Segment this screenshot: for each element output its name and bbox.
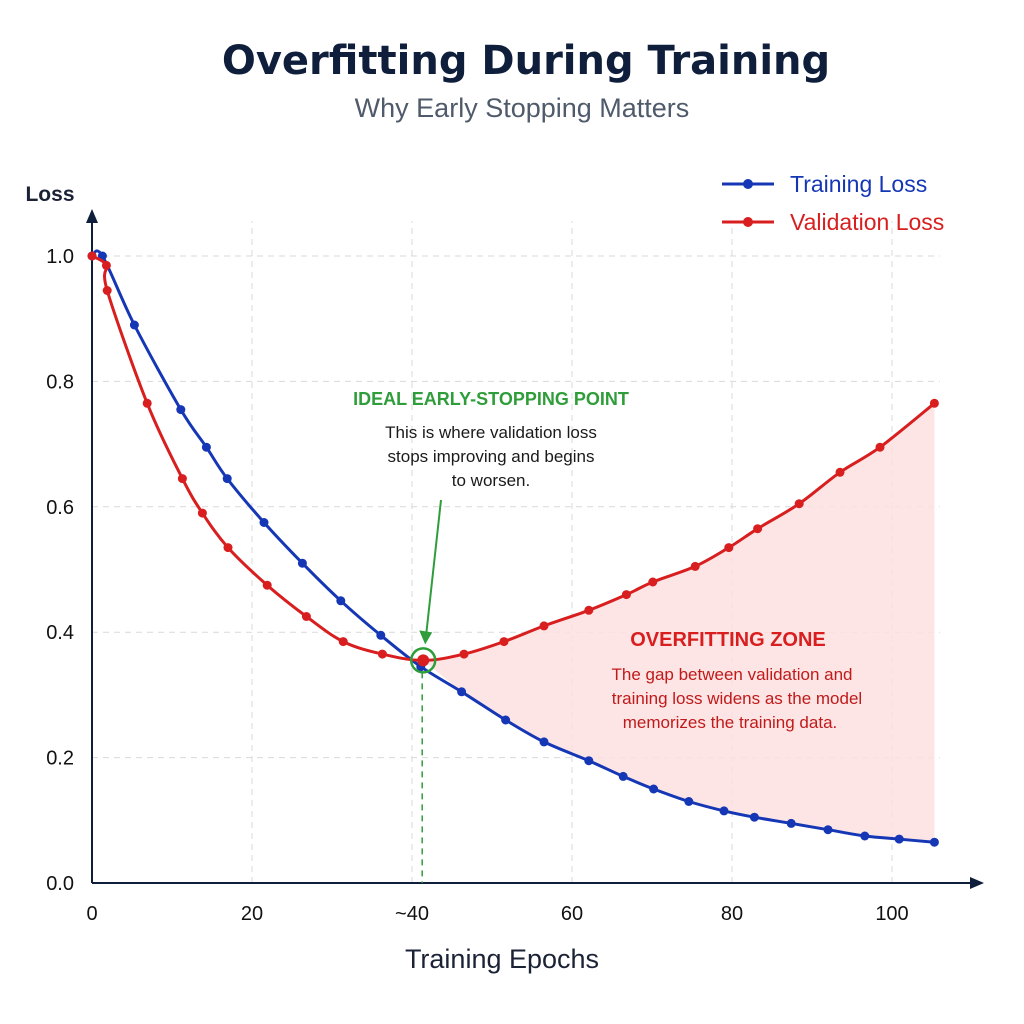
- series-1-point-6: [223, 543, 233, 553]
- tick-labels: 0.0 0.2 0.4 0.6 0.8 1.0 0 20 ~40 60 80 100: [46, 246, 909, 925]
- early-stop-arrow-line: [425, 499, 442, 635]
- series-1-point-9: [338, 637, 348, 647]
- early-stop-annotation: IDEAL EARLY-STOPPING POINT This is where…: [353, 389, 629, 490]
- series-0-point-16: [649, 784, 659, 794]
- overfitting-line-1: The gap between validation and: [611, 665, 852, 684]
- series-0-point-3: [176, 405, 186, 415]
- series-0-point-11: [457, 687, 467, 697]
- series-1-point-14: [539, 621, 549, 631]
- x-tick-label-4: 80: [721, 903, 743, 925]
- series-1-point-20: [753, 524, 763, 534]
- series-0-point-20: [786, 818, 796, 828]
- y-tick-label-1: 0.2: [46, 748, 74, 770]
- series-1-point-19: [724, 543, 734, 553]
- series-1-point-23: [875, 442, 885, 452]
- series-1-point-8: [301, 612, 311, 621]
- x-axis-label: Training Epochs: [405, 944, 599, 974]
- overfitting-annotation: OVERFITTING ZONE The gap between validat…: [611, 629, 862, 732]
- series-1-point-24: [929, 398, 939, 408]
- series-0-point-4: [201, 442, 211, 452]
- series-0-point-9: [376, 630, 386, 640]
- series-1-point-5: [197, 508, 207, 518]
- overfitting-line-2: training loss widens as the model: [612, 689, 862, 708]
- early-stop-line-3: to worsen.: [452, 471, 530, 490]
- overfitting-zone-fill: [423, 403, 935, 843]
- series-1-point-2: [102, 286, 112, 295]
- overfitting-line-3: memorizes the training data.: [623, 713, 838, 732]
- series-1-point-0: [87, 251, 97, 261]
- chart-title: Overfitting During Training: [222, 38, 830, 84]
- series-1-point-12: [459, 649, 469, 659]
- series-0-point-6: [259, 518, 269, 527]
- early-stop-ring: [409, 647, 437, 674]
- chart-subtitle: Why Early Stopping Matters: [355, 93, 690, 123]
- x-tick-label-5: 100: [875, 903, 908, 925]
- series-1-point-13: [499, 637, 509, 647]
- series-0-point-12: [501, 715, 511, 725]
- series-1-point-17: [648, 577, 658, 587]
- x-axis-arrow: [970, 877, 984, 889]
- series-1-point-16: [621, 590, 631, 600]
- legend: Training Loss Validation Loss: [722, 171, 944, 235]
- legend-label-validation: Validation Loss: [790, 209, 944, 235]
- series-1-point-1: [101, 260, 111, 270]
- x-tick-label-2: ~40: [395, 903, 429, 925]
- series-0-point-22: [860, 831, 870, 841]
- y-tick-label-2: 0.4: [46, 622, 74, 644]
- series: [87, 249, 939, 847]
- series-0-point-18: [719, 806, 729, 816]
- series-0-point-15: [618, 771, 628, 781]
- early-stop-title: IDEAL EARLY-STOPPING POINT: [353, 389, 629, 409]
- series-1-point-22: [835, 467, 845, 477]
- series-1-point-4: [177, 474, 187, 484]
- x-tick-label-3: 60: [561, 903, 583, 925]
- series-0-point-2: [129, 320, 139, 330]
- y-tick-label-5: 1.0: [46, 246, 74, 268]
- early-stop-line-1: This is where validation loss: [385, 423, 597, 442]
- series-0-point-24: [929, 837, 939, 847]
- series-0-point-7: [297, 558, 307, 568]
- early-stop-marker: [409, 499, 442, 883]
- y-tick-label-0: 0.0: [46, 873, 74, 895]
- series-1-point-21: [794, 499, 804, 509]
- axes: [86, 209, 984, 889]
- legend-marker-validation: [743, 217, 753, 227]
- y-axis-label: Loss: [25, 183, 74, 206]
- y-axis-arrow: [86, 209, 98, 223]
- series-0-point-19: [749, 812, 759, 822]
- early-stop-line-2: stops improving and begins: [388, 447, 595, 466]
- series-1-point-3: [142, 398, 152, 408]
- series-0-point-14: [584, 756, 594, 766]
- x-tick-label-0: 0: [86, 903, 97, 925]
- early-stop-point: [417, 654, 430, 667]
- early-stop-arrow-head: [419, 630, 433, 645]
- x-tick-label-1: 20: [241, 903, 263, 925]
- series-0-point-21: [823, 825, 833, 835]
- series-0-point-8: [336, 596, 346, 606]
- overfitting-title: OVERFITTING ZONE: [630, 629, 826, 651]
- legend-marker-training: [743, 179, 753, 189]
- series-1-point-10: [377, 649, 387, 659]
- series-0-point-23: [894, 834, 904, 844]
- series-0-point-13: [539, 737, 549, 747]
- y-tick-label-3: 0.6: [46, 497, 74, 519]
- y-tick-label-4: 0.8: [46, 371, 74, 393]
- series-1-point-15: [584, 605, 594, 615]
- series-0-point-5: [222, 474, 232, 484]
- series-0-point-17: [684, 797, 694, 806]
- overfitting-zone-area: [423, 403, 935, 843]
- legend-label-training: Training Loss: [790, 171, 927, 197]
- series-1-point-18: [690, 561, 700, 571]
- series-1-point-7: [262, 580, 272, 590]
